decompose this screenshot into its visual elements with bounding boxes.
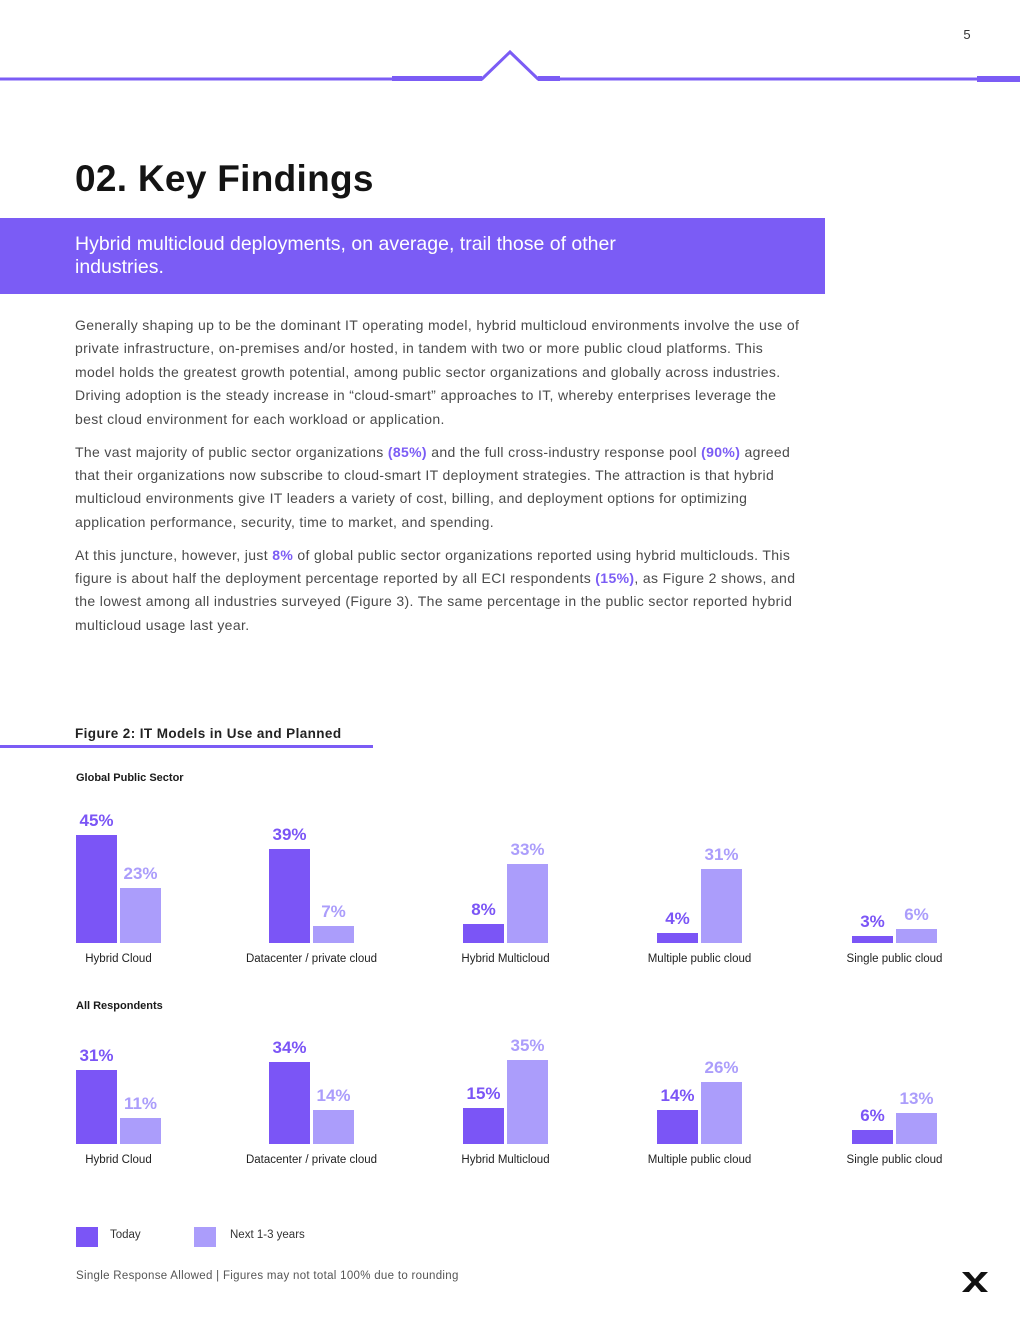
category-label: Hybrid Multicloud xyxy=(461,953,550,965)
group-label: Global Public Sector xyxy=(76,772,184,784)
value-label-today: 34% xyxy=(272,1038,307,1058)
legend-label-next: Next 1-3 years xyxy=(230,1229,305,1241)
bar-today xyxy=(269,849,310,943)
value-label-today: 39% xyxy=(272,825,307,845)
category-label: Single public cloud xyxy=(846,953,943,965)
value-label-next: 31% xyxy=(704,844,739,864)
section-title: 02. Key Findings xyxy=(75,158,374,199)
value-label-next: 13% xyxy=(899,1088,934,1108)
page-number: 5 xyxy=(963,27,971,42)
figure-title-underline xyxy=(0,745,373,748)
bar-next xyxy=(313,926,354,943)
highlight-stat: (15%) xyxy=(595,570,635,587)
highlight-stat: (85%) xyxy=(387,443,427,460)
value-label-today: 8% xyxy=(471,899,496,919)
category-label: Datacenter / private cloud xyxy=(245,953,378,965)
value-label-next: 26% xyxy=(704,1057,739,1077)
value-label-today: 15% xyxy=(466,1084,501,1103)
text-span: , as Figure 2 shows, and the lowest amon… xyxy=(75,570,796,633)
paragraph-3: At this juncture, however, just 8% of gl… xyxy=(75,544,805,638)
value-label-today: 6% xyxy=(860,1105,885,1125)
paragraph-2: The vast majority of public sector organ… xyxy=(75,441,805,535)
figure-title: Figure 2: IT Models in Use and Planned xyxy=(75,726,342,741)
bar-next xyxy=(507,863,548,943)
footnote: Single Response Allowed | Figures may no… xyxy=(76,1270,459,1282)
value-label-today: 45% xyxy=(79,811,114,830)
key-finding-banner: Hybrid multicloud deployments, on averag… xyxy=(0,218,825,294)
category-label: Multiple public cloud xyxy=(647,953,752,965)
bar-next xyxy=(313,1110,354,1144)
value-label-next: 33% xyxy=(510,839,545,859)
category-label: Multiple public cloud xyxy=(647,1154,752,1166)
bar-next xyxy=(120,887,161,943)
category-label: Hybrid Cloud xyxy=(85,1154,152,1166)
value-label-today: 14% xyxy=(660,1086,695,1106)
highlight-stat: (90%) xyxy=(701,443,741,460)
bar-today xyxy=(76,1069,117,1144)
text-span: At this juncture, however, just xyxy=(75,546,273,563)
text-span: of global public sector organizations re… xyxy=(75,546,791,587)
bar-next xyxy=(701,1081,742,1144)
value-label-next: 7% xyxy=(321,902,346,922)
header-divider xyxy=(0,49,1020,82)
value-label-next: 35% xyxy=(510,1036,545,1055)
bar-today xyxy=(852,1129,893,1144)
bar-today xyxy=(463,923,504,943)
category-label: Single public cloud xyxy=(846,1154,943,1166)
bar-next xyxy=(507,1060,548,1144)
body-text: Generally shaping up to be the dominant … xyxy=(75,314,805,647)
bar-today xyxy=(657,933,698,943)
value-label-next: 23% xyxy=(123,863,158,883)
bar-next xyxy=(120,1117,161,1144)
bar-today xyxy=(269,1062,310,1144)
category-label: Hybrid Multicloud xyxy=(461,1154,550,1166)
value-label-today: 4% xyxy=(665,909,690,929)
value-label-today: 31% xyxy=(79,1045,114,1065)
value-label-next: 6% xyxy=(904,904,929,924)
legend-swatch-today xyxy=(76,1227,98,1247)
highlight-stat: 8% xyxy=(272,546,294,563)
bar-today xyxy=(463,1108,504,1144)
legend-label-today: Today xyxy=(110,1229,141,1241)
bar-today xyxy=(657,1110,698,1144)
bar-today xyxy=(852,935,893,943)
text-span: The vast majority of public sector organ… xyxy=(75,443,388,460)
text-span: and the full cross-industry response poo… xyxy=(426,443,702,460)
legend-swatch-next xyxy=(194,1227,216,1247)
value-label-today: 3% xyxy=(860,911,885,931)
category-label: Datacenter / private cloud xyxy=(245,1154,378,1166)
value-label-next: 14% xyxy=(316,1086,351,1106)
text-span: agreed that their organizations now subs… xyxy=(75,443,791,530)
bar-next xyxy=(896,928,937,943)
paragraph-1: Generally shaping up to be the dominant … xyxy=(75,317,800,427)
category-label: Hybrid Cloud xyxy=(85,953,152,965)
group-label: All Respondents xyxy=(76,1000,163,1012)
bar-next xyxy=(701,868,742,943)
banner-text: Hybrid multicloud deployments, on averag… xyxy=(75,233,616,278)
bar-next xyxy=(896,1112,937,1144)
bar-today xyxy=(76,835,117,943)
x-logo-icon xyxy=(962,1272,988,1292)
value-label-next: 11% xyxy=(123,1093,158,1113)
